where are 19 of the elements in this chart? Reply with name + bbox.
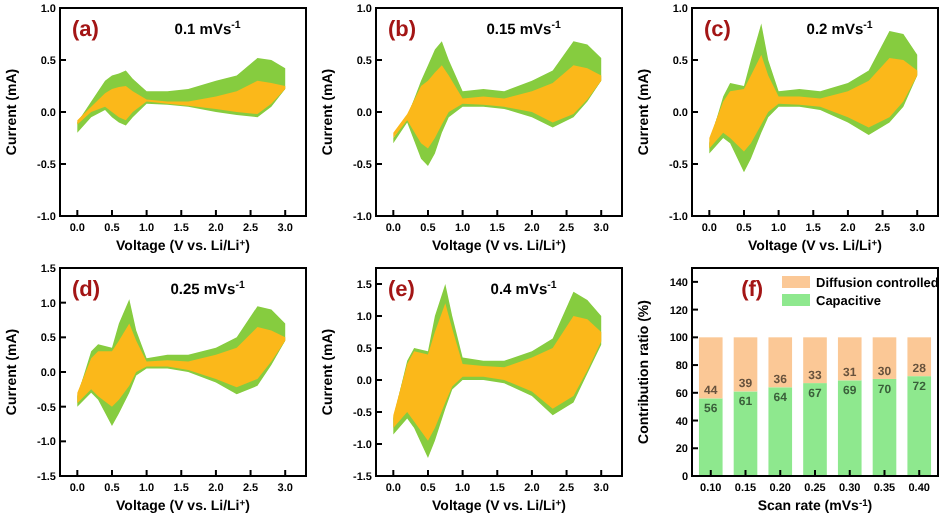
- bar: [768, 387, 793, 476]
- bar: [872, 378, 897, 476]
- bar: [837, 380, 862, 476]
- bar: [698, 337, 723, 399]
- bar: [698, 398, 723, 476]
- bar: [837, 337, 862, 381]
- annotation: (e): [388, 278, 416, 302]
- annotation: (a): [72, 18, 100, 42]
- bar: [768, 337, 793, 388]
- bar: [803, 337, 827, 384]
- bar: [733, 337, 758, 392]
- annotation: (f): [741, 278, 764, 302]
- annotation: (d): [72, 278, 101, 302]
- annotation: (c): [704, 18, 732, 42]
- bar: [907, 376, 932, 476]
- bar: [907, 337, 932, 377]
- bar: [803, 383, 827, 476]
- bar: [733, 391, 758, 476]
- annotation: (b): [388, 18, 417, 42]
